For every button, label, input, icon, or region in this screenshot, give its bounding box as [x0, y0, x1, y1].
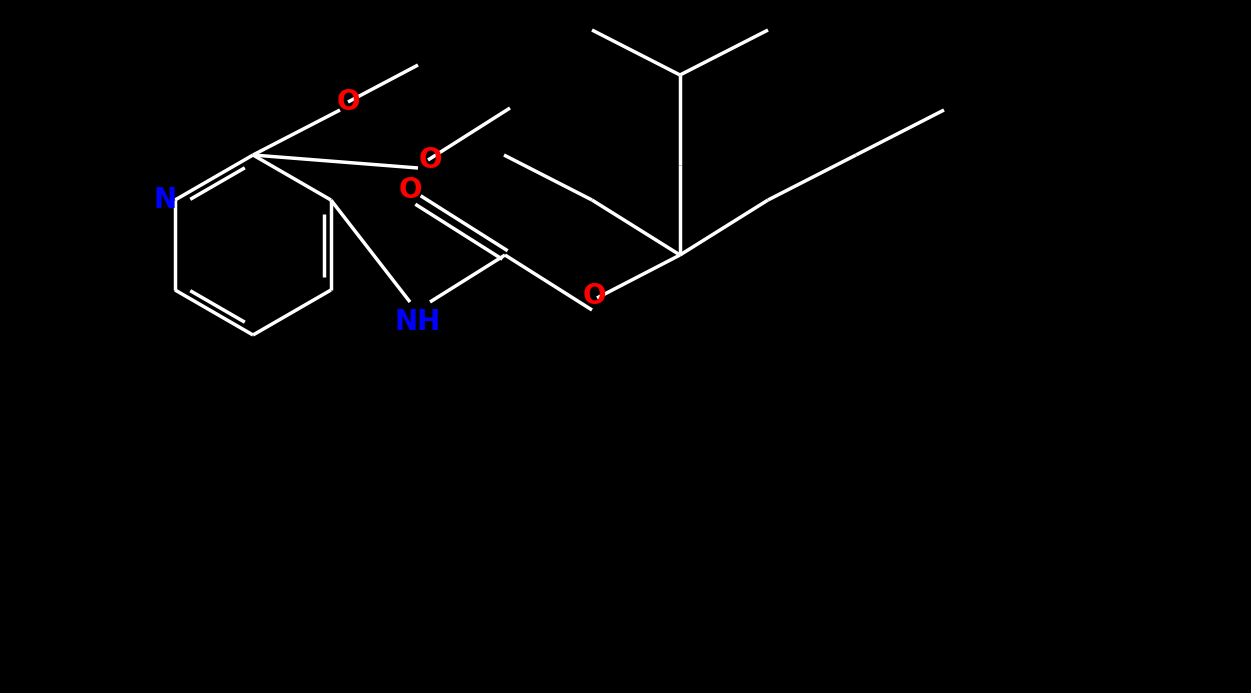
Text: NH: NH — [395, 308, 442, 336]
Text: O: O — [418, 146, 442, 174]
Text: N: N — [154, 186, 176, 214]
Text: O: O — [398, 176, 422, 204]
Text: O: O — [582, 282, 605, 310]
Text: O: O — [337, 88, 360, 116]
